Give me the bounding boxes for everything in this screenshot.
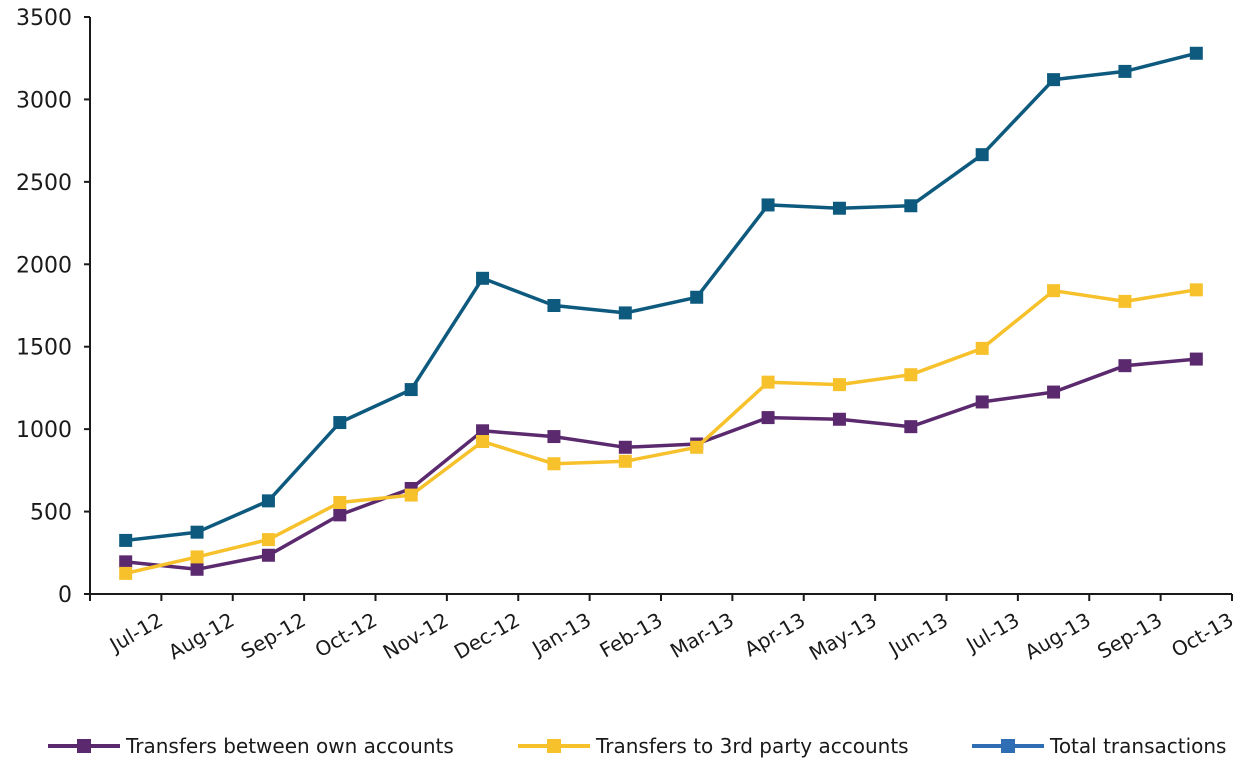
x-tick-label: Apr-13 <box>740 608 809 662</box>
data-point <box>904 199 918 213</box>
data-point <box>618 454 632 468</box>
x-tick-label: May-13 <box>805 608 881 666</box>
y-tick-label: 500 <box>30 501 72 526</box>
legend: Transfers between own accounts Transfers… <box>0 728 1245 764</box>
x-tick-label: Feb-13 <box>596 608 667 663</box>
x-tick-label: Dec-12 <box>450 608 524 664</box>
data-point <box>690 290 704 304</box>
data-point <box>1047 385 1061 399</box>
y-tick-label: 1000 <box>16 418 72 443</box>
legend-swatch-own-accounts <box>48 728 120 764</box>
data-point <box>547 299 561 312</box>
data-point <box>904 368 918 382</box>
x-tick-label: Jul-13 <box>960 608 1023 658</box>
data-point <box>832 412 846 426</box>
x-tick-label: Jan-13 <box>526 608 595 662</box>
data-point <box>261 548 275 562</box>
data-point <box>761 198 775 212</box>
data-point <box>1118 64 1132 78</box>
legend-marker <box>77 739 91 753</box>
data-point <box>119 566 133 580</box>
data-point <box>1189 283 1203 297</box>
data-point <box>618 306 632 320</box>
legend-swatch-3rd-party <box>518 728 590 764</box>
data-point <box>761 411 775 425</box>
x-tick-label: Aug-12 <box>164 608 238 665</box>
data-point <box>333 508 347 522</box>
series-2 <box>119 46 1203 547</box>
data-point <box>261 533 275 547</box>
data-point <box>476 271 490 285</box>
x-tick-label: Jul-12 <box>104 608 167 658</box>
y-tick-label: 2500 <box>16 171 72 196</box>
y-tick-label: 3500 <box>16 6 72 31</box>
legend-item-own-accounts: Transfers between own accounts <box>48 728 454 764</box>
legend-label: Total transactions <box>1050 734 1227 758</box>
x-tick-label: Oct-12 <box>311 608 381 662</box>
data-point <box>975 341 989 355</box>
y-tick-label: 1500 <box>16 336 72 361</box>
y-tick-label: 3000 <box>16 88 72 113</box>
legend-swatch-total <box>972 728 1044 764</box>
data-point <box>190 525 204 539</box>
data-point <box>476 424 490 438</box>
data-point <box>904 420 918 434</box>
data-point <box>476 435 490 449</box>
data-point <box>1189 46 1203 60</box>
data-point <box>1118 294 1132 308</box>
data-point <box>832 201 846 215</box>
data-point <box>690 440 704 454</box>
legend-marker <box>1001 739 1015 753</box>
data-point <box>547 457 561 471</box>
data-point <box>975 395 989 409</box>
x-tick-label: Mar-13 <box>666 608 738 663</box>
series-1 <box>119 283 1203 580</box>
y-tick-label: 0 <box>58 583 72 608</box>
series-line <box>125 288 1197 576</box>
data-point <box>261 494 275 508</box>
data-point <box>1118 359 1132 373</box>
x-tick-label: Nov-12 <box>379 608 453 664</box>
legend-item-3rd-party: Transfers to 3rd party accounts <box>518 728 909 764</box>
data-point <box>1047 284 1061 298</box>
legend-item-total: Total transactions <box>972 728 1226 764</box>
data-point <box>404 488 418 502</box>
data-point <box>975 148 989 162</box>
x-tick-label: Aug-13 <box>1021 608 1095 665</box>
data-point <box>190 562 204 576</box>
data-point <box>404 383 418 397</box>
data-point <box>119 533 133 547</box>
series-line <box>125 51 1197 543</box>
data-point <box>1189 352 1203 366</box>
data-point <box>333 496 347 510</box>
x-tick-label: Sep-13 <box>1093 608 1166 664</box>
data-point <box>761 375 775 389</box>
data-point <box>333 416 347 430</box>
legend-label: Transfers to 3rd party accounts <box>596 734 909 758</box>
data-point <box>119 555 133 569</box>
legend-marker <box>547 739 561 753</box>
x-tick-label: Oct-13 <box>1167 608 1237 662</box>
series-layer <box>119 46 1203 580</box>
x-tick-label: Sep-12 <box>237 608 310 664</box>
data-point <box>832 378 846 392</box>
data-point <box>190 550 204 564</box>
y-tick-label: 2000 <box>16 253 72 278</box>
x-tick-label: Jun-13 <box>883 608 952 662</box>
series-line <box>125 357 1197 572</box>
data-point <box>1047 73 1061 87</box>
series-0 <box>119 352 1203 576</box>
y-axis-ticks: 0 500 1000 1500 2000 2500 3000 3500 <box>16 6 90 608</box>
data-point <box>547 430 561 444</box>
data-point <box>618 440 632 454</box>
legend-label: Transfers between own accounts <box>126 734 454 758</box>
